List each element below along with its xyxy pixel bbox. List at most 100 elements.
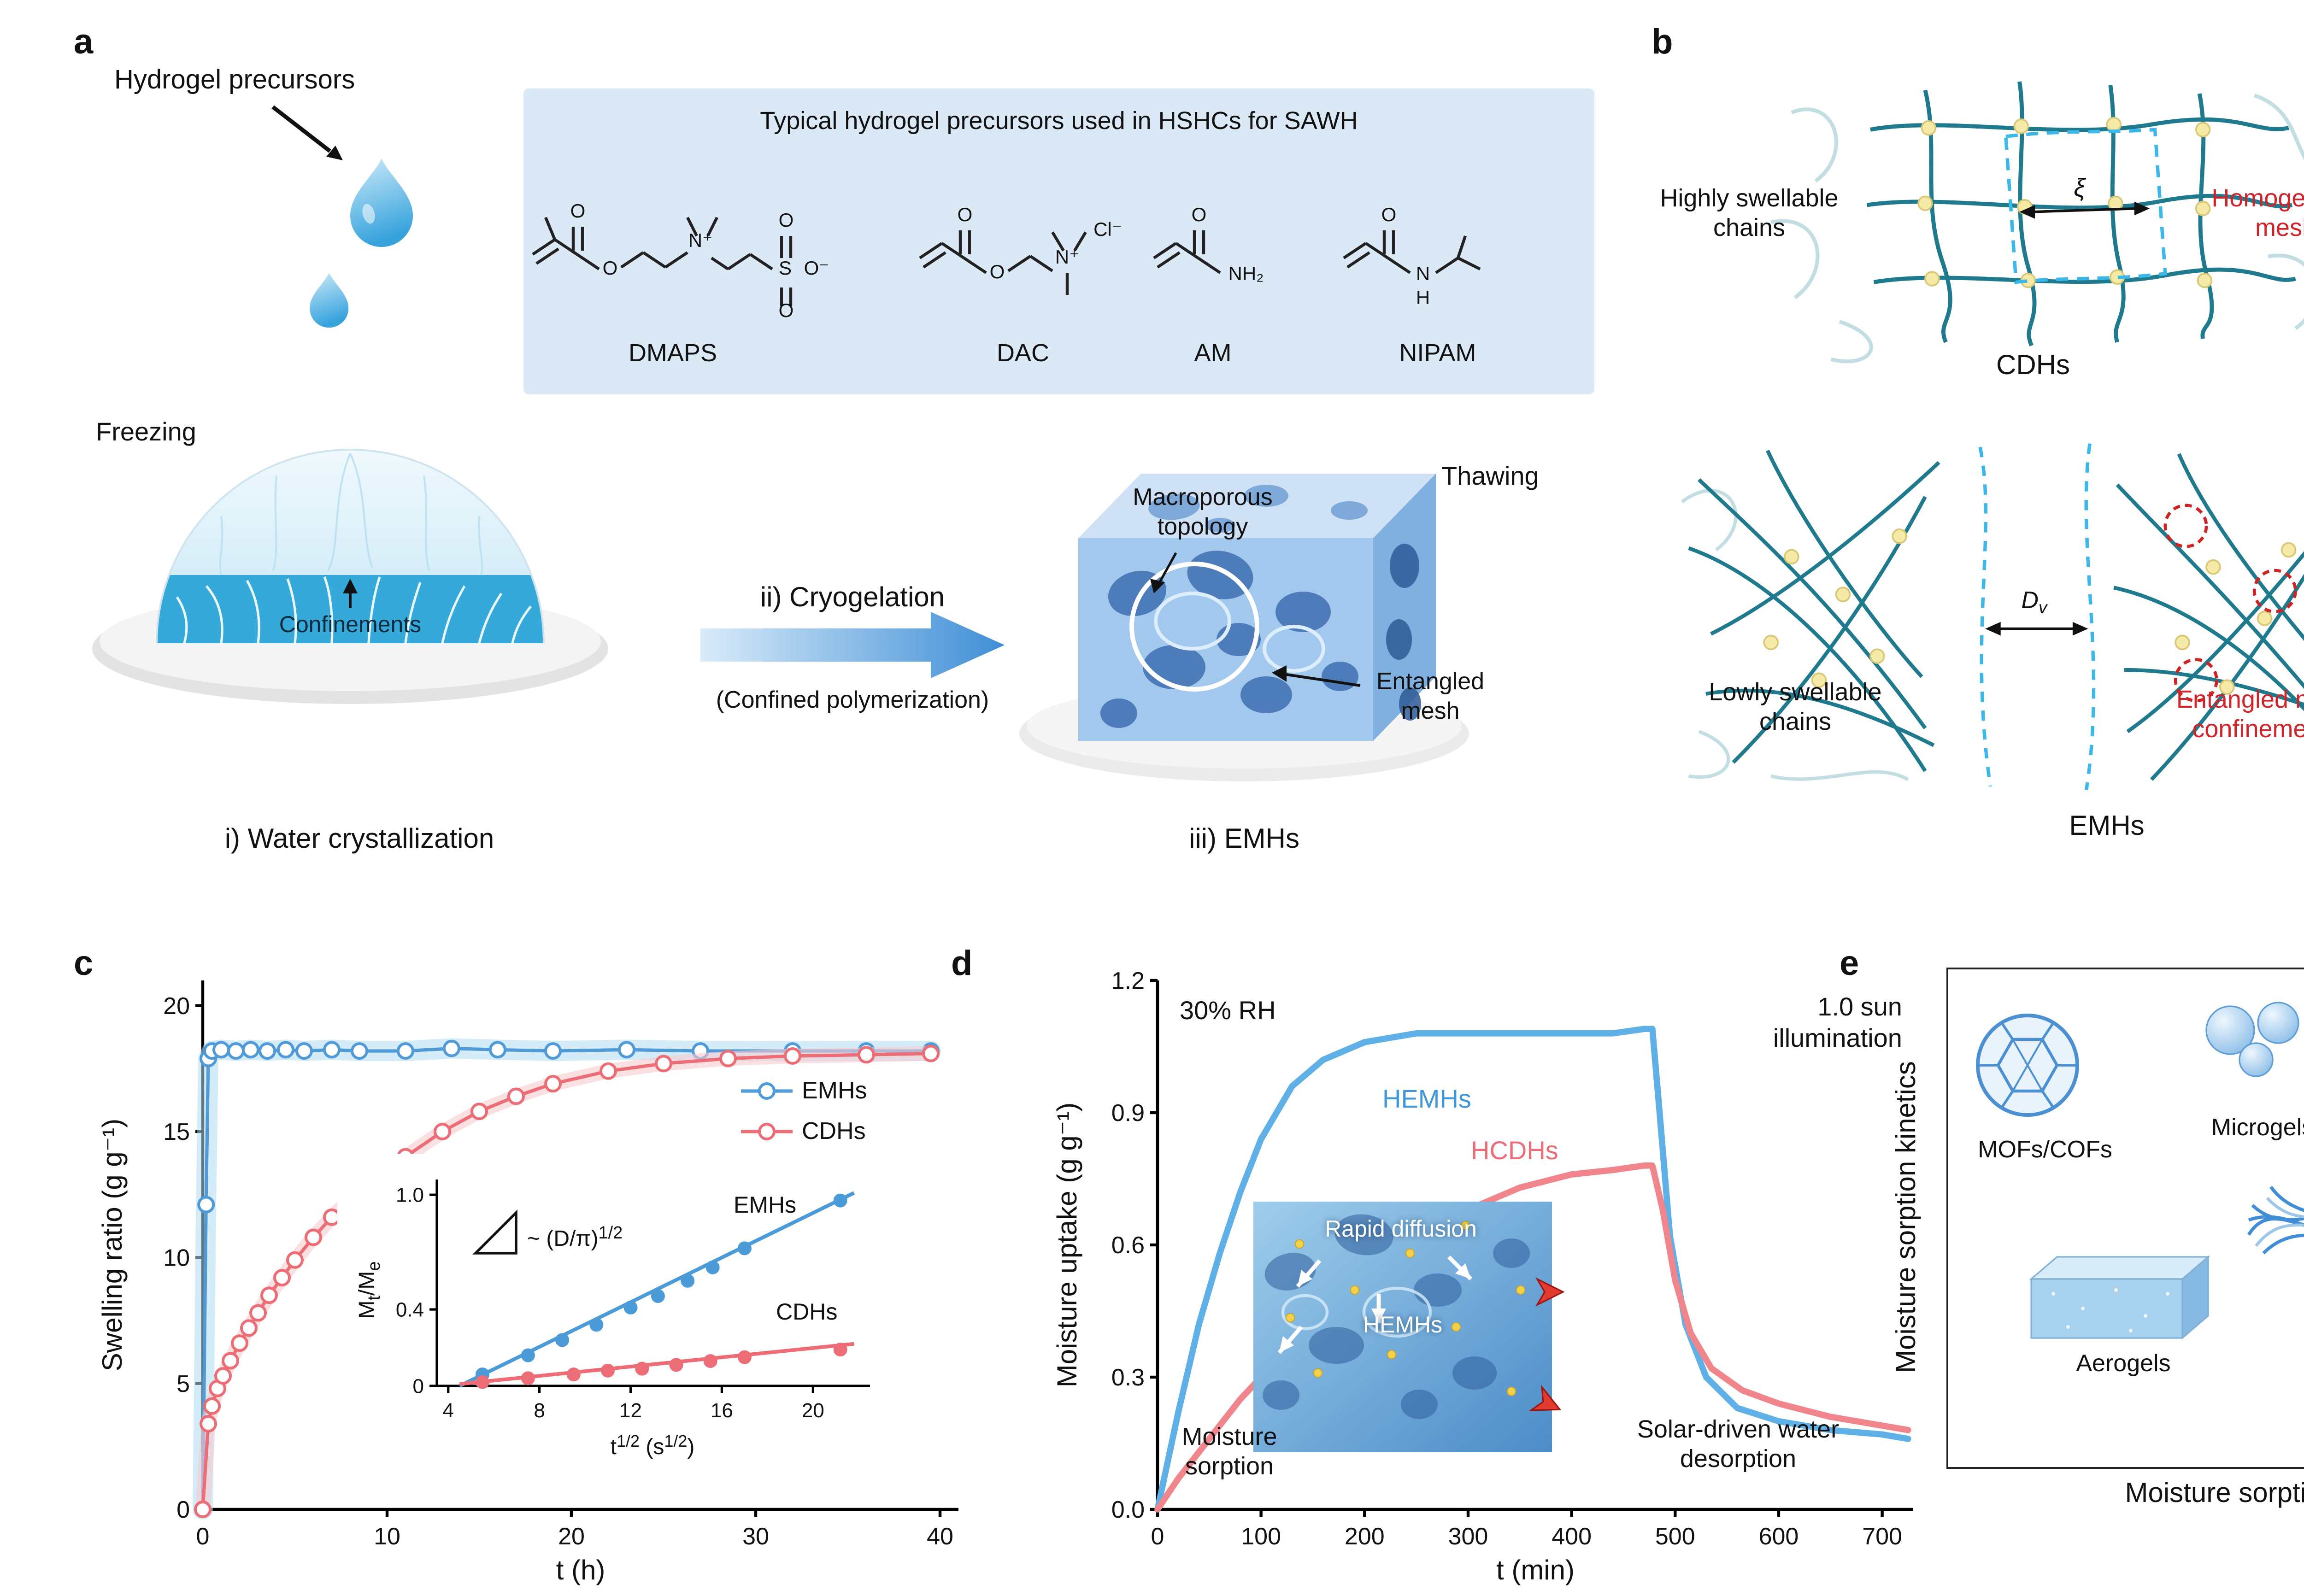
mof-cof-icon xyxy=(1976,1014,2079,1117)
svg-text:600: 600 xyxy=(1759,1523,1799,1550)
swelling-legend: EMHs CDHs xyxy=(741,1077,867,1144)
entangled-mesh-label: Entangled mesh xyxy=(1376,667,1485,724)
svg-text:t (min): t (min) xyxy=(1496,1555,1575,1585)
cdhs-chains-label: Highly swellable chains xyxy=(1660,184,1839,242)
step-ii-label: ii) Cryogelation xyxy=(760,582,945,614)
svg-text:0: 0 xyxy=(1151,1523,1164,1550)
fibers-icon xyxy=(2247,1185,2304,1255)
entangled-confinements-label: Entangled mesh confinements xyxy=(2176,686,2304,744)
svg-text:1.0: 1.0 xyxy=(396,1184,424,1207)
thawing-label: Thawing xyxy=(1441,461,1539,490)
photo-pore-rims xyxy=(1281,1286,1432,1338)
ice-dendrites-dark xyxy=(176,576,532,643)
svg-text:16: 16 xyxy=(711,1399,733,1422)
panel-b-label: b xyxy=(1652,24,1673,63)
water-droplet-icon xyxy=(350,158,413,247)
homogenous-mesh-label: Homogenous mesh xyxy=(2211,184,2304,242)
background-chains xyxy=(1770,94,2304,364)
atom-label: Cl⁻ xyxy=(1093,218,1122,240)
xi-arrow-icon xyxy=(2019,201,2150,219)
svg-text:0: 0 xyxy=(196,1523,210,1550)
svg-text:700: 700 xyxy=(1862,1523,1902,1550)
molecule-nipam: O N H xyxy=(1343,204,1481,308)
svg-text:5: 5 xyxy=(176,1371,190,1397)
atom-label: O xyxy=(603,257,618,279)
atom-label: O xyxy=(779,209,794,231)
atom-label: NH₂ xyxy=(1228,263,1264,284)
atom-label: O⁻ xyxy=(804,257,829,279)
dv-symbol: Dv xyxy=(2021,587,2048,617)
sun-annotation: 1.0 sun illumination xyxy=(1773,992,1902,1053)
atom-label: O xyxy=(990,261,1005,282)
panel-a-art: O O N⁺ S O O O⁻ O O N⁺ xyxy=(92,105,1481,781)
panel-e-icons xyxy=(1976,1002,2304,1340)
emhs-chains-label: Lowly swellable chains xyxy=(1709,678,1882,736)
svg-text:15: 15 xyxy=(163,1119,190,1145)
panel-b-art: ξ xyxy=(1681,81,2304,790)
svg-text:4: 4 xyxy=(442,1399,453,1422)
dv-arrow-icon xyxy=(1985,622,2088,636)
svg-text:1.2: 1.2 xyxy=(1111,968,1145,994)
fibers-label: Fibers xyxy=(2286,1272,2304,1301)
svg-text:0.0: 0.0 xyxy=(1111,1496,1145,1523)
diffusion-inset-chart: 4 8 12 16 20 0 0.4 1.0 xyxy=(396,1179,870,1422)
mofs-cofs-label: MOFs/COFs xyxy=(1978,1135,2112,1163)
homogenous-mesh-outline xyxy=(2004,128,2167,284)
right-cluster-chains xyxy=(2113,453,2304,781)
entangled-mesh-arrow-icon xyxy=(1272,665,1361,687)
svg-text:100: 100 xyxy=(1241,1523,1281,1550)
hemhs-curve-label: HEMHs xyxy=(1382,1084,1471,1113)
svg-text:10: 10 xyxy=(163,1245,190,1272)
svg-text:200: 200 xyxy=(1345,1523,1385,1550)
svg-text:0.9: 0.9 xyxy=(1111,1100,1145,1127)
solar-arrows-icon xyxy=(1528,1277,1565,1411)
inset-cdhs-label: CDHs xyxy=(776,1299,837,1325)
aerogels-label: Aerogels xyxy=(2076,1349,2171,1377)
macroporous-arrow-icon xyxy=(1150,552,1177,593)
rh-annotation: 30% RH xyxy=(1180,995,1276,1025)
confinements-arrow-icon xyxy=(343,579,358,608)
svg-text:8: 8 xyxy=(534,1399,545,1422)
atom-label: O xyxy=(1381,204,1397,225)
atom-label: O xyxy=(1192,204,1207,225)
sorption-photo-inset xyxy=(1253,1202,1565,1452)
polymer-chains xyxy=(1866,81,2296,346)
svg-text:300: 300 xyxy=(1448,1523,1488,1550)
rapid-diffusion-label: Rapid diffusion xyxy=(1325,1216,1477,1242)
inset-hemhs-label: HEMHs xyxy=(1363,1312,1443,1338)
molecule-am: O NH₂ xyxy=(1153,204,1264,284)
background-chains xyxy=(1681,489,1909,781)
svg-text:10: 10 xyxy=(374,1523,400,1550)
atom-label: O xyxy=(779,299,794,321)
freezing-dome xyxy=(92,449,608,704)
svg-text:0.4: 0.4 xyxy=(396,1298,424,1321)
svg-text:Moisture uptake (g g⁻¹): Moisture uptake (g g⁻¹) xyxy=(1052,1103,1082,1388)
emhs-cube xyxy=(1019,474,1469,781)
svg-text:Swelling ratio (g g⁻¹): Swelling ratio (g g⁻¹) xyxy=(97,1119,128,1372)
panel-c-label: c xyxy=(74,945,94,984)
svg-text:20: 20 xyxy=(163,993,190,1020)
legend-emhs: EMHs xyxy=(802,1077,867,1104)
frost-texture xyxy=(219,453,483,575)
panel-e-label: e xyxy=(1840,945,1859,984)
moisture-sorption-label: Moisture sorption xyxy=(1181,1423,1277,1481)
precursor-box-title: Typical hydrogel precursors used in HSHC… xyxy=(760,107,1358,135)
step-iii-label: iii) EMHs xyxy=(1189,824,1299,855)
svg-text:0.3: 0.3 xyxy=(1111,1364,1145,1391)
freezing-label: Freezing xyxy=(96,417,196,446)
cube-pores-top xyxy=(1148,485,1368,533)
svg-text:500: 500 xyxy=(1655,1523,1695,1550)
panel-e-ylabel: Moisture sorption kinetics xyxy=(1891,1060,1922,1373)
molecule-label-dac: DAC xyxy=(996,339,1049,367)
inset-ylabel: Mt/Me xyxy=(355,1261,384,1319)
svg-text:400: 400 xyxy=(1552,1523,1592,1550)
emhs-mesh-diagram: Dv xyxy=(1681,443,2304,790)
xi-symbol: ξ xyxy=(2074,173,2087,202)
legend-cdhs: CDHs xyxy=(802,1118,866,1144)
inset-xlabel: t1/2 (s1/2) xyxy=(611,1432,695,1459)
cryogelation-arrow-icon xyxy=(700,612,1005,678)
macroporous-topology-label: Macroporous topology xyxy=(1133,483,1273,540)
svg-text:40: 40 xyxy=(927,1523,953,1550)
svg-text:20: 20 xyxy=(558,1523,585,1550)
